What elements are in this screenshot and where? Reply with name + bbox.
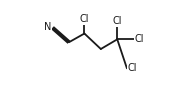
Text: N: N [44,22,51,32]
Text: Cl: Cl [135,34,144,44]
Text: Cl: Cl [128,63,137,73]
Text: Cl: Cl [80,14,89,24]
Text: Cl: Cl [113,16,122,26]
